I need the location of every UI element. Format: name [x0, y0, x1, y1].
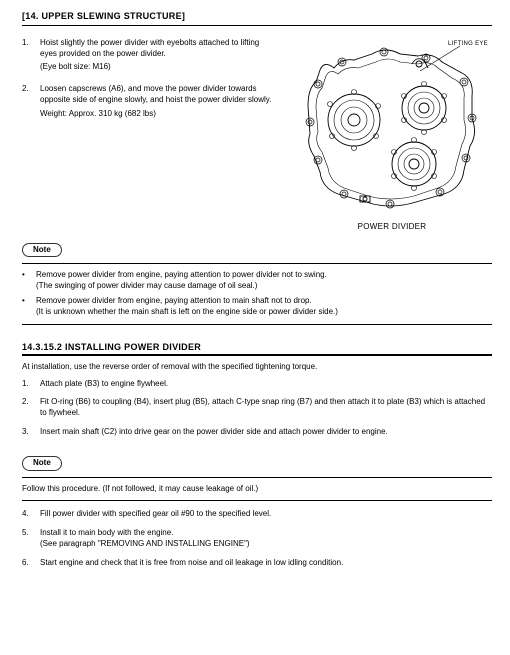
step-number: 5.: [22, 528, 40, 550]
install-steps-a: 1. Attach plate (B3) to engine flywheel.…: [22, 379, 492, 438]
list-item: 1. Attach plate (B3) to engine flywheel.: [22, 379, 492, 390]
step-text: Insert main shaft (C2) into drive gear o…: [40, 427, 492, 438]
list-item: 5. Install it to main body with the engi…: [22, 528, 492, 550]
leader-line: [430, 46, 460, 76]
rule: [22, 500, 492, 501]
power-divider-drawing: [292, 38, 492, 218]
thick-rule: [22, 354, 492, 356]
step-text: Start engine and check that it is free f…: [40, 558, 492, 569]
chapter-header: [14. UPPER SLEWING STRUCTURE]: [22, 10, 492, 26]
figure-caption: POWER DIVIDER: [292, 222, 492, 233]
note-text: (It is unknown whether the main shaft is…: [36, 307, 492, 318]
note-text: Remove power divider from engine, paying…: [36, 296, 492, 307]
note-block: Note Follow this procedure. (If not foll…: [22, 446, 492, 502]
note-item: • Remove power divider from engine, payi…: [22, 270, 492, 292]
step-text: (See paragraph "REMOVING AND INSTALLING …: [40, 539, 492, 550]
removal-steps: 1. Hoist slightly the power divider with…: [22, 38, 278, 233]
step-text: Fit O-ring (B6) to coupling (B4), insert…: [40, 397, 492, 419]
step-text: Weight: Approx. 310 kg (682 lbs): [40, 109, 278, 120]
step-number: 4.: [22, 509, 40, 520]
list-item: 2. Loosen capscrews (A6), and move the p…: [22, 84, 278, 122]
rule: [22, 263, 492, 264]
list-item: 4. Fill power divider with specified gea…: [22, 509, 492, 520]
install-steps-b: 4. Fill power divider with specified gea…: [22, 509, 492, 568]
step-number: 1.: [22, 379, 40, 390]
note-block: Note • Remove power divider from engine,…: [22, 233, 492, 325]
section-title: 14.3.15.2 INSTALLING POWER DIVIDER: [22, 341, 492, 353]
bullet-icon: •: [22, 296, 36, 318]
note-item: • Remove power divider from engine, payi…: [22, 296, 492, 318]
step-text: (Eye bolt size: M16): [40, 62, 278, 73]
step-number: 1.: [22, 38, 40, 76]
figure: LIFTING EYE: [292, 38, 492, 233]
rule: [22, 477, 492, 478]
top-block: 1. Hoist slightly the power divider with…: [22, 38, 492, 233]
note-label: Note: [22, 243, 62, 258]
list-item: 6. Start engine and check that it is fre…: [22, 558, 492, 569]
step-number: 3.: [22, 427, 40, 438]
step-number: 2.: [22, 397, 40, 419]
bullet-icon: •: [22, 270, 36, 292]
chapter-title: [14. UPPER SLEWING STRUCTURE]: [22, 11, 185, 21]
list-item: 3. Insert main shaft (C2) into drive gea…: [22, 427, 492, 438]
list-item: 2. Fit O-ring (B6) to coupling (B4), ins…: [22, 397, 492, 419]
step-text: Hoist slightly the power divider with ey…: [40, 38, 278, 60]
section-intro: At installation, use the reverse order o…: [22, 362, 492, 373]
note-text: Remove power divider from engine, paying…: [36, 270, 492, 281]
step-text: Attach plate (B3) to engine flywheel.: [40, 379, 492, 390]
list-item: 1. Hoist slightly the power divider with…: [22, 38, 278, 76]
note-text: (The swinging of power divider may cause…: [36, 281, 492, 292]
step-text: Loosen capscrews (A6), and move the powe…: [40, 84, 278, 106]
step-text: Install it to main body with the engine.: [40, 528, 492, 539]
rule: [22, 324, 492, 325]
step-number: 6.: [22, 558, 40, 569]
note-text: Follow this procedure. (If not followed,…: [22, 484, 492, 495]
note-label: Note: [22, 456, 62, 471]
step-number: 2.: [22, 84, 40, 122]
step-text: Fill power divider with specified gear o…: [40, 509, 492, 520]
